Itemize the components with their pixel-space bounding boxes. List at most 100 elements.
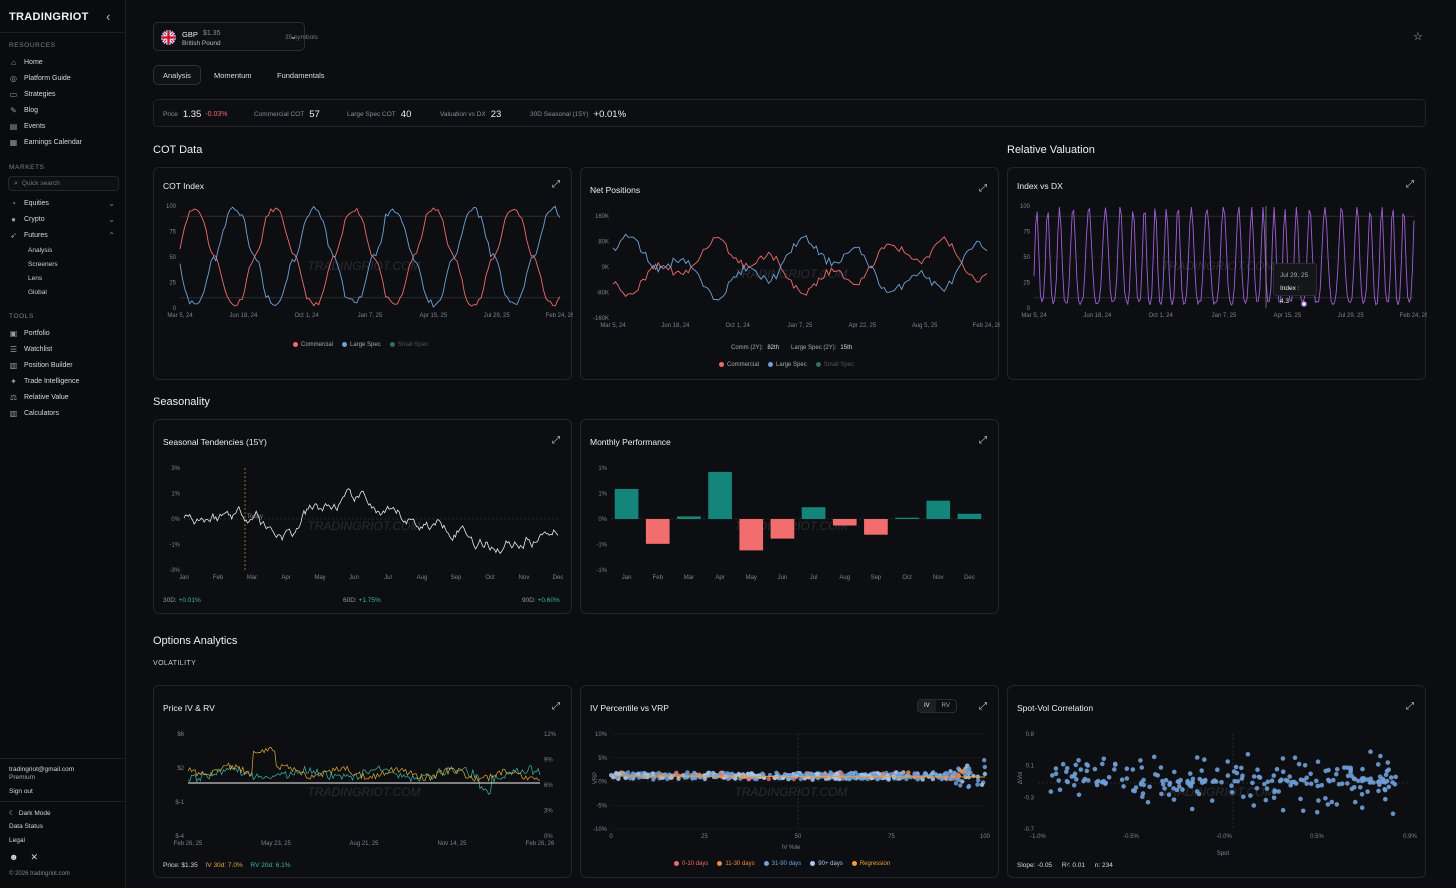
sidebar-item-calculators[interactable]: ▥ Calculators — [9, 408, 60, 418]
sidebar-item-events[interactable]: ▤ Events — [9, 121, 46, 131]
sidebar-item-equities[interactable]: ◔ Equities ⌄ — [9, 196, 119, 210]
legend-commercial[interactable]: Commercial — [293, 342, 333, 348]
legend-90-plus[interactable]: 90+ days — [810, 861, 843, 867]
card-title: Index vs DX — [1017, 181, 1063, 191]
expand-icon[interactable]: ⤢ — [1406, 701, 1414, 712]
scatter-point — [1145, 799, 1151, 805]
scatter-point — [1296, 761, 1302, 767]
legend-small-spec[interactable]: Small Spec — [815, 362, 854, 368]
chevron-down-icon[interactable]: ⌄ — [108, 214, 115, 224]
sidebar-item-crypto[interactable]: ● Crypto ⌄ — [9, 212, 119, 226]
calendar-icon: ▤ — [9, 121, 18, 131]
scatter-point — [1172, 769, 1177, 775]
y-tick-label: -0.7 — [1024, 827, 1035, 833]
expand-icon[interactable]: ⤢ — [979, 183, 987, 194]
sidebar-item-relative-value[interactable]: ⚖ Relative Value — [9, 392, 69, 402]
expand-icon[interactable]: ⤢ — [552, 435, 560, 446]
sign-out-link[interactable]: Sign out — [9, 788, 33, 795]
brand-logo[interactable]: TRADINGRIOT — [9, 11, 89, 23]
dark-mode-toggle[interactable]: ☾ Dark Mode — [9, 810, 51, 817]
scatter-point — [1065, 779, 1070, 785]
expand-icon[interactable]: ⤢ — [979, 701, 987, 712]
data-status-link[interactable]: Data Status — [9, 823, 43, 830]
sidebar-item-futures[interactable]: ➶ Futures ⌃ — [10, 230, 115, 240]
section-label-tools: TOOLS — [9, 313, 34, 320]
card-net-positions: Net Positions ⤢ 160K 80K 0K -80K -160K Mar 5,… — [580, 167, 1000, 380]
scatter-point — [1355, 778, 1361, 784]
collapse-sidebar-icon[interactable]: ‹ — [106, 9, 111, 24]
legend-0-10[interactable]: 0-10 days — [674, 861, 708, 867]
section-title-seasonality: Seasonality — [153, 396, 210, 408]
x-tick-label: Mar 5, 24 — [600, 323, 626, 329]
scatter-point — [1365, 777, 1370, 782]
expand-icon[interactable]: ⤢ — [979, 435, 987, 446]
sidebar-item-position-builder[interactable]: ▥ Position Builder — [9, 360, 73, 370]
legend-regression[interactable]: Regression — [851, 861, 890, 867]
chevron-down-icon[interactable]: ⌄ — [108, 198, 115, 208]
toggle-iv[interactable]: IV — [918, 700, 936, 712]
watermark: TRADINGRIOT.COM — [735, 267, 848, 281]
iv-rv-summary: Price: $1.35 IV 30d: 7.0% RV 20d: 6.1% — [163, 862, 291, 869]
quick-search-box[interactable]: ⌕ — [8, 176, 119, 191]
scatter-point — [653, 771, 659, 777]
sidebar-item-home[interactable]: ⌂ Home — [9, 55, 119, 69]
sidebar-subitem-lens[interactable]: Lens — [28, 275, 43, 282]
scatter-point — [1160, 782, 1166, 787]
discord-icon[interactable]: ☻ — [9, 852, 19, 862]
scatter-point — [1265, 779, 1271, 785]
chevron-up-icon[interactable]: ⌃ — [108, 230, 115, 240]
star-icon[interactable]: ☆ — [1413, 31, 1423, 43]
x-tick-label: Jul — [384, 575, 392, 581]
x-tick-label: Sep — [871, 575, 882, 581]
tab-fundamentals[interactable]: Fundamentals — [277, 70, 325, 80]
legend-small-spec[interactable]: Small Spec — [389, 342, 428, 348]
chevron-down-icon: ⌄ — [289, 31, 297, 41]
card-title: Price IV & RV — [163, 703, 215, 713]
y-tick-label: 25 — [169, 281, 176, 287]
section-title-relval: Relative Valuation — [1007, 144, 1095, 156]
scatter-point — [1074, 777, 1079, 782]
scatter-point — [1064, 766, 1070, 771]
legal-link[interactable]: Legal — [9, 837, 25, 844]
scatter-point — [930, 776, 936, 782]
tab-momentum[interactable]: Momentum — [214, 70, 252, 80]
y-tick-label: 1% — [598, 492, 607, 498]
sidebar-item-platform-guide[interactable]: ◎ Platform Guide — [10, 73, 71, 83]
search-input[interactable] — [21, 180, 112, 187]
sidebar-item-strategies[interactable]: ▭ Strategies — [9, 89, 56, 99]
scatter-point — [1376, 788, 1381, 794]
expand-icon[interactable]: ⤢ — [552, 701, 560, 712]
x-icon[interactable]: ✕ — [30, 852, 39, 862]
expand-icon[interactable]: ⤢ — [1406, 179, 1414, 190]
legend-large-spec[interactable]: Large Spec — [342, 342, 381, 348]
scatter-point — [1293, 781, 1299, 786]
sidebar-item-blog[interactable]: ✎ Blog — [10, 105, 39, 115]
sidebar-item-trade-intelligence[interactable]: ✦ Trade Intelligence — [10, 376, 80, 386]
legend-commercial[interactable]: Commercial — [719, 362, 759, 368]
bar-feb — [645, 519, 670, 544]
divider — [0, 801, 126, 802]
legend-11-30[interactable]: 11-30 days — [717, 861, 755, 867]
expand-icon[interactable]: ⤢ — [552, 179, 560, 190]
sidebar-subitem-global[interactable]: Global — [28, 289, 47, 296]
toggle-rv[interactable]: RV — [941, 703, 950, 709]
sidebar-item-portfolio[interactable]: ▣ Portfolio — [9, 328, 50, 338]
sidebar-subitem-analysis[interactable]: Analysis — [28, 247, 53, 254]
scatter-point — [1171, 786, 1176, 791]
scatter-point — [1269, 778, 1275, 783]
symbol-selector[interactable]: GBP $1.35 British Pound ⌄ — [153, 22, 305, 51]
sidebar-subitem-screeners[interactable]: Screeners — [28, 261, 58, 268]
legend-large-spec[interactable]: Large Spec — [768, 362, 807, 368]
iv-rv-toggle[interactable]: IV RV — [917, 699, 957, 713]
sidebar-item-earnings-calendar[interactable]: ▦ Earnings Calendar — [9, 137, 82, 147]
scatter-point — [1308, 781, 1314, 787]
scatter-point — [1383, 772, 1389, 778]
scatter-point — [1392, 781, 1398, 787]
sparkle-icon: ✦ — [10, 376, 17, 386]
tab-analysis[interactable]: Analysis — [153, 65, 201, 85]
hover-point — [1301, 301, 1307, 307]
scatter-point — [1139, 780, 1144, 785]
sidebar-item-watchlist[interactable]: ☰ Watchlist — [9, 344, 53, 354]
legend-31-90[interactable]: 31-90 days — [763, 861, 801, 867]
